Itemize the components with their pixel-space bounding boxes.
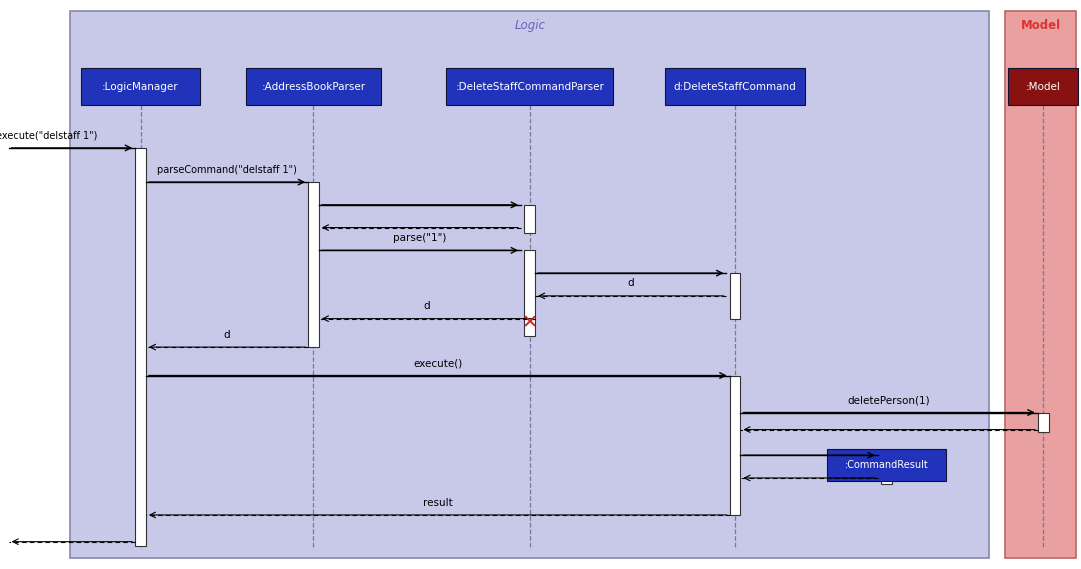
Text: :CommandResult: :CommandResult [844, 460, 929, 470]
FancyBboxPatch shape [245, 68, 381, 105]
FancyBboxPatch shape [70, 11, 989, 558]
FancyBboxPatch shape [524, 250, 535, 336]
FancyBboxPatch shape [730, 376, 740, 515]
Text: :Model: :Model [1026, 82, 1060, 92]
Text: :LogicManager: :LogicManager [103, 82, 178, 92]
Text: d: d [627, 278, 635, 288]
FancyBboxPatch shape [1005, 11, 1076, 558]
Text: parseCommand("delstaff 1"): parseCommand("delstaff 1") [157, 164, 297, 175]
Text: deletePerson(1): deletePerson(1) [848, 395, 931, 405]
Text: d:DeleteStaffCommand: d:DeleteStaffCommand [673, 82, 797, 92]
Text: d: d [224, 329, 230, 340]
Text: :DeleteStaffCommandParser: :DeleteStaffCommandParser [455, 82, 604, 92]
FancyBboxPatch shape [730, 273, 740, 319]
Text: parse("1"): parse("1") [393, 233, 446, 243]
Text: Logic: Logic [515, 19, 545, 32]
Text: ✕: ✕ [521, 314, 538, 333]
FancyBboxPatch shape [1038, 413, 1049, 432]
FancyBboxPatch shape [135, 148, 146, 546]
Text: execute(): execute() [413, 358, 463, 368]
Text: Model: Model [1020, 19, 1062, 32]
FancyBboxPatch shape [308, 182, 319, 347]
FancyBboxPatch shape [1009, 68, 1079, 105]
FancyBboxPatch shape [665, 68, 805, 105]
FancyBboxPatch shape [524, 205, 535, 233]
Text: d: d [424, 301, 430, 311]
Text: result: result [423, 497, 453, 508]
FancyBboxPatch shape [445, 68, 614, 105]
FancyBboxPatch shape [827, 450, 946, 480]
FancyBboxPatch shape [881, 455, 892, 484]
Text: execute("delstaff 1"): execute("delstaff 1") [0, 130, 97, 141]
FancyBboxPatch shape [81, 68, 200, 105]
Text: :AddressBookParser: :AddressBookParser [262, 82, 365, 92]
